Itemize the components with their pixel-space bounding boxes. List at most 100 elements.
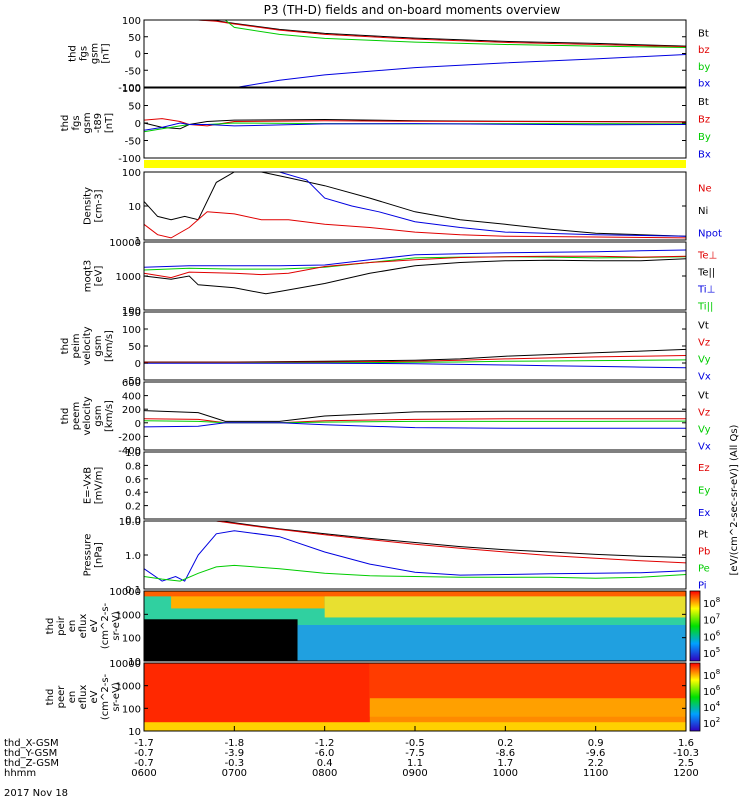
panel-ylabel: en <box>67 620 78 633</box>
y-tick-label: 0 <box>135 119 141 130</box>
panel-ylabel: [km/s] <box>104 330 115 362</box>
x-tick-label: 1.6 <box>678 738 694 749</box>
panel-frame <box>143 451 687 520</box>
x-tick-label: 0800 <box>312 768 337 779</box>
series-line-Vz <box>144 355 687 363</box>
panel-ylabel: thd <box>68 45 79 62</box>
x-tick-label: -9.6 <box>586 748 606 759</box>
series-line-Vy <box>143 420 687 424</box>
x-tick-label: 0.2 <box>497 738 513 749</box>
date-label: 2017 Nov 18 <box>4 788 68 799</box>
spectrogram-band <box>144 591 686 597</box>
x-tick-label: 0.9 <box>588 738 604 749</box>
series-line-Bt <box>198 19 687 47</box>
series-line-Ni <box>143 171 687 237</box>
y-tick-label: 100 <box>122 16 141 27</box>
y-tick-label: 200 <box>122 405 141 416</box>
panel-ylabel: gsm <box>90 43 101 64</box>
legend-entry: bz <box>698 45 710 56</box>
legend-entry: Vx <box>698 442 711 453</box>
y-tick-label: 100 <box>122 634 141 645</box>
series-line-Npot <box>234 171 687 237</box>
y-tick-label: 100 <box>122 84 141 95</box>
panel-ylabel: [km/s] <box>104 400 115 432</box>
y-tick-label: 0.0 <box>125 515 141 526</box>
panel-frame <box>143 381 687 451</box>
panel-ylabel: [cm-3] <box>94 189 105 222</box>
series-line-Ne <box>143 211 687 239</box>
legend-entry: Pb <box>698 547 710 558</box>
y-tick-label: 0 <box>135 50 141 61</box>
x-tick-label: -1.7 <box>134 738 154 749</box>
series-line-Te⊥ <box>143 255 687 279</box>
colorbar-tick-label: 107 <box>703 613 720 627</box>
y-tick-label: 600 <box>122 378 141 389</box>
colorbar <box>689 590 701 662</box>
legend-entry: Vt <box>698 321 709 332</box>
legend-entry: by <box>698 62 710 73</box>
panel-ylabel: (cm^2-s- <box>100 602 111 649</box>
colorbar-label: [eV/(cm^2-sec-sr-eV)] (All Qs) <box>729 424 740 575</box>
x-tick-label: -0.3 <box>225 758 245 769</box>
legend-entry: Ti|| <box>697 302 713 313</box>
panel-ylabel: [nT] <box>101 43 112 63</box>
legend-entry: Ti⊥ <box>697 285 715 296</box>
y-tick-label: 1000 <box>116 272 141 283</box>
y-tick-label: 100 <box>122 704 141 715</box>
panel-9: 108 107 106 105 10000 1000 100 10 thd peir en eflux… <box>45 587 721 668</box>
series-line-Pe <box>143 564 687 582</box>
y-tick-label: -400 <box>118 446 141 457</box>
y-tick-label: 10 <box>128 727 141 738</box>
panel-ylabel: thd <box>60 408 71 425</box>
legend-entry: Vy <box>698 425 711 436</box>
panel-ylabel: peir <box>56 615 67 635</box>
x-tick-label: 1200 <box>673 768 698 779</box>
panel-ylabel: Pressure <box>83 534 94 577</box>
legend-entry: Ni <box>698 206 708 217</box>
y-tick-label: 10 <box>128 657 141 668</box>
panel-ylabel: velocity <box>82 396 93 435</box>
x-tick-label: 1.1 <box>407 758 423 769</box>
series-line-Pi <box>143 530 687 582</box>
series-line-Te|| <box>143 258 687 295</box>
y-tick-label: 10 <box>128 202 141 213</box>
x-tick-label: 1000 <box>493 768 518 779</box>
legend-entry: Pi <box>698 581 707 592</box>
x-tick-label: 0900 <box>402 768 427 779</box>
panel-ylabel: thd <box>60 115 71 132</box>
y-tick-label: 50 <box>128 33 141 44</box>
panel-2: Bt Bz By Bx 100 50 0 -50 -100 thd fgs gsm -t89 [nT] <box>60 84 711 165</box>
y-tick-label: 1.0 <box>125 448 141 459</box>
panel-ylabel: fgs <box>71 115 82 130</box>
series-line-Vt <box>143 410 686 422</box>
y-tick-label: -200 <box>118 432 141 443</box>
colorbar-tick-label: 108 <box>703 668 720 682</box>
series-line-By <box>143 122 687 133</box>
panel-ylabel: gsm <box>93 405 104 426</box>
y-tick-label: 10000 <box>109 238 141 249</box>
series-line-bx <box>238 54 687 88</box>
panel-ylabel: fgs <box>79 46 90 61</box>
y-tick-label: -50 <box>125 376 141 387</box>
x-tick-label: -0.7 <box>134 748 154 759</box>
legend-entry: Vz <box>698 408 710 419</box>
spectrogram-band <box>369 698 686 717</box>
panel-ylabel: sr-eV) <box>111 682 122 711</box>
x-tick-label: -1.2 <box>315 738 335 749</box>
legend-entry: Vy <box>698 355 711 366</box>
y-tick-label: -50 <box>125 137 141 148</box>
x-tick-label: -7.5 <box>405 748 425 759</box>
series-line-Vz <box>143 418 686 424</box>
panel-ylabel: eflux <box>78 614 89 639</box>
panel-10: 108 106 104 102 10000 1000 100 10 thd peer en eflux… <box>45 659 721 738</box>
y-tick-label: 1 <box>135 236 141 247</box>
y-tick-label: 0.6 <box>125 475 141 486</box>
panel-4: Te⊥ Te|| Ti⊥ Ti|| 10000 1000 100 moqt3 [eV] <box>83 238 718 317</box>
x-tick-label: -8.6 <box>496 748 516 759</box>
series-line-Bz <box>143 118 687 127</box>
y-tick-label: 100 <box>122 325 141 336</box>
spectrogram-band <box>171 592 325 609</box>
